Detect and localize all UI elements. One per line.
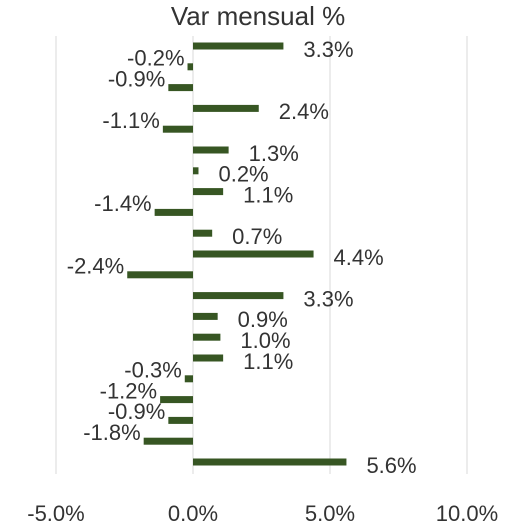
value-label: 1.1% [243, 182, 293, 207]
x-tick-label: 0.0% [168, 501, 218, 526]
bar [127, 271, 193, 279]
bar [193, 229, 213, 237]
bar [193, 167, 199, 175]
bar [193, 354, 224, 362]
value-label: 0.2% [218, 162, 268, 187]
bar [162, 125, 193, 133]
bar [160, 396, 193, 404]
value-label: 3.3% [303, 286, 353, 311]
value-label: 0.7% [232, 224, 282, 249]
bar [193, 188, 224, 196]
bar [168, 84, 193, 92]
value-label: 1.1% [243, 349, 293, 374]
value-label: 1.0% [240, 328, 290, 353]
value-label: 4.4% [334, 245, 384, 270]
bar [187, 63, 193, 71]
bar [193, 250, 314, 258]
value-label: -0.9% [108, 66, 165, 91]
x-tick-label: -5.0% [27, 501, 84, 526]
bar [193, 458, 347, 466]
bar [143, 437, 193, 445]
bar [184, 375, 193, 383]
value-label: -1.1% [102, 108, 159, 133]
value-label: 0.9% [238, 307, 288, 332]
value-label: -1.4% [94, 191, 151, 216]
bar [193, 292, 284, 300]
bar [193, 333, 221, 341]
bar [193, 312, 218, 320]
x-tick-label: 10.0% [436, 501, 498, 526]
value-label: -1.2% [100, 378, 157, 403]
value-label: -0.9% [108, 399, 165, 424]
x-tick-label: 5.0% [305, 501, 355, 526]
bar [193, 146, 229, 154]
value-label: 3.3% [303, 37, 353, 62]
bar [193, 104, 259, 112]
bar [168, 416, 193, 424]
value-label: -2.4% [67, 254, 124, 279]
bar [193, 42, 284, 50]
value-label: 1.3% [249, 141, 299, 166]
value-label: 2.4% [279, 99, 329, 124]
value-label: -1.8% [83, 420, 140, 445]
bar [154, 208, 193, 216]
chart-title: Var mensual % [171, 1, 345, 31]
value-label: 5.6% [366, 453, 416, 478]
value-label: -0.3% [124, 358, 181, 383]
value-label: -0.2% [127, 46, 184, 71]
